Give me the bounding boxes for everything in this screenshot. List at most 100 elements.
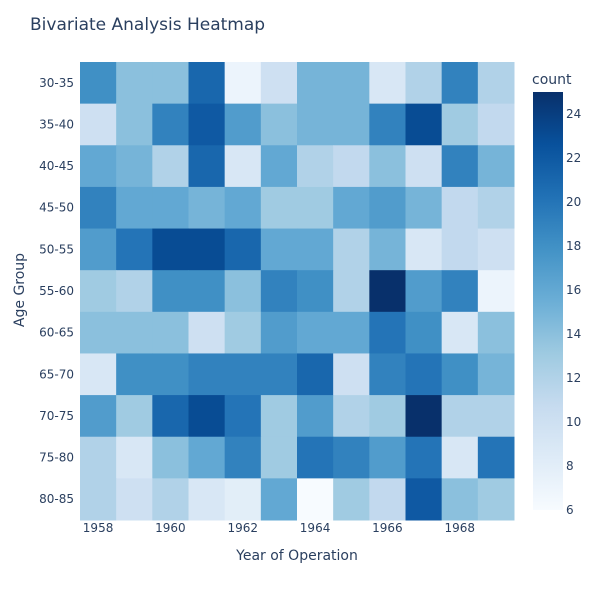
heatmap-cell xyxy=(116,311,153,354)
heatmap-cell xyxy=(477,62,515,105)
heatmap-cell xyxy=(80,145,117,188)
heatmap-cell xyxy=(369,103,406,146)
heatmap-cell xyxy=(224,186,262,230)
heatmap-cell xyxy=(116,62,153,105)
heatmap-cell xyxy=(260,228,298,271)
heatmap-cell xyxy=(369,62,406,105)
colorbar-tick-label: 6 xyxy=(566,503,574,517)
heatmap-cell xyxy=(369,353,406,396)
heatmap-cell xyxy=(80,395,117,438)
heatmap-cell xyxy=(369,395,406,438)
heatmap-cell xyxy=(333,186,370,230)
heatmap-cell xyxy=(224,353,262,396)
colorbar-tick-label: 14 xyxy=(566,327,581,341)
y-tick-label: 40-45 xyxy=(39,159,74,173)
x-tick-label: 1964 xyxy=(300,521,331,535)
heatmap-cell xyxy=(260,62,298,105)
heatmap-cell xyxy=(333,228,370,271)
heatmap-cell xyxy=(441,436,479,479)
heatmap-cell xyxy=(369,311,406,354)
heatmap-cell xyxy=(260,478,298,521)
colorbar-title: count xyxy=(532,72,572,88)
heatmap-cell xyxy=(80,478,117,521)
heatmap-cell xyxy=(333,270,370,313)
colorbar-tick-label: 18 xyxy=(566,239,581,253)
heatmap-cell xyxy=(405,145,443,188)
heatmap-cell xyxy=(369,186,406,230)
heatmap-cell xyxy=(333,478,370,521)
heatmap-cell xyxy=(405,353,443,396)
y-tick-label: 30-35 xyxy=(39,76,74,90)
colorbar-tick-label: 16 xyxy=(566,283,581,297)
heatmap-cell xyxy=(477,353,515,396)
heatmap-cell xyxy=(297,186,334,230)
heatmap-cell xyxy=(152,186,189,230)
y-axis-label: Age Group xyxy=(12,253,28,327)
y-axis-ticks: 30-35 35-40 40-45 45-50 50-55 55-60 60-65 65-70… xyxy=(39,76,74,506)
heatmap-cell xyxy=(116,228,153,271)
y-tick-label: 50-55 xyxy=(39,242,74,256)
heatmap-cell xyxy=(80,436,117,479)
x-tick-label: 1960 xyxy=(155,521,186,535)
heatmap-cell xyxy=(297,395,334,438)
heatmap-cell xyxy=(224,270,262,313)
heatmap-cell xyxy=(369,436,406,479)
heatmap-cell xyxy=(152,353,189,396)
heatmap-cell xyxy=(477,228,515,271)
heatmap-cell xyxy=(405,478,443,521)
x-axis-ticks: 1958 1960 1962 1964 1966 1968 xyxy=(83,521,475,535)
heatmap-cell xyxy=(477,186,515,230)
colorbar-tick-label: 10 xyxy=(566,415,581,429)
heatmap-cell xyxy=(116,353,153,396)
heatmap-cell xyxy=(333,145,370,188)
heatmap-cell xyxy=(297,145,334,188)
heatmap-cell xyxy=(224,228,262,271)
heatmap-cell xyxy=(188,353,226,396)
heatmap-cell xyxy=(116,436,153,479)
y-tick-label: 55-60 xyxy=(39,284,74,298)
colorbar-tick-label: 12 xyxy=(566,371,581,385)
heatmap-cell xyxy=(188,103,226,146)
heatmap-cell xyxy=(333,311,370,354)
heatmap-cell xyxy=(116,270,153,313)
x-tick-label: 1968 xyxy=(444,521,475,535)
heatmap-cell xyxy=(405,395,443,438)
heatmap-cell xyxy=(405,270,443,313)
heatmap-cell xyxy=(441,270,479,313)
colorbar-tick-label: 20 xyxy=(566,195,581,209)
heatmap-cell xyxy=(369,228,406,271)
heatmap-cell xyxy=(152,311,189,354)
heatmap-cell xyxy=(224,395,262,438)
x-axis-label: Year of Operation xyxy=(235,548,358,564)
heatmap-cell xyxy=(80,270,117,313)
colorbar-tick-label: 22 xyxy=(566,151,581,165)
heatmap-cell xyxy=(369,145,406,188)
heatmap-cell xyxy=(405,311,443,354)
heatmap-cell xyxy=(405,62,443,105)
heatmap-cell xyxy=(260,353,298,396)
heatmap-cell xyxy=(260,103,298,146)
heatmap-cell xyxy=(477,103,515,146)
heatmap-cell xyxy=(441,228,479,271)
heatmap-cell xyxy=(116,186,153,230)
heatmap-cell xyxy=(441,395,479,438)
heatmap-cell xyxy=(224,478,262,521)
heatmap-cell xyxy=(152,145,189,188)
y-tick-label: 45-50 xyxy=(39,201,74,215)
colorbar-tick-label: 8 xyxy=(566,459,574,473)
heatmap-cell xyxy=(333,353,370,396)
heatmap-cell xyxy=(224,436,262,479)
heatmap-cell xyxy=(80,186,117,230)
heatmap-cell xyxy=(297,478,334,521)
heatmap-cell xyxy=(405,103,443,146)
heatmap-cell xyxy=(297,353,334,396)
heatmap-cell xyxy=(441,145,479,188)
heatmap-cell xyxy=(152,270,189,313)
heatmap-cell xyxy=(80,228,117,271)
heatmap-cell xyxy=(188,436,226,479)
heatmap-cell xyxy=(297,228,334,271)
heatmap-cell xyxy=(260,145,298,188)
colorbar-tick-label: 24 xyxy=(566,107,581,121)
heatmap-cell xyxy=(188,270,226,313)
heatmap-cell xyxy=(441,478,479,521)
